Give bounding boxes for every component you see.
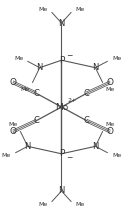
Text: Me: Me xyxy=(76,7,85,12)
Text: C: C xyxy=(84,116,90,125)
Text: Me: Me xyxy=(112,153,121,158)
Text: N: N xyxy=(58,186,65,195)
Text: C: C xyxy=(33,89,39,98)
Text: N: N xyxy=(24,142,31,151)
Text: P: P xyxy=(59,149,64,158)
Text: Me: Me xyxy=(76,202,85,207)
Text: O: O xyxy=(106,78,113,87)
Text: −: − xyxy=(66,52,73,61)
Text: P: P xyxy=(59,56,64,65)
Text: N: N xyxy=(58,19,65,28)
Text: C: C xyxy=(84,89,90,98)
Text: 2+: 2+ xyxy=(67,98,76,103)
Text: −: − xyxy=(66,153,73,162)
Text: Me: Me xyxy=(14,56,23,61)
Text: C: C xyxy=(33,116,39,125)
Text: Me: Me xyxy=(2,153,11,158)
Text: Mo: Mo xyxy=(55,103,68,111)
Text: Me: Me xyxy=(38,202,47,207)
Text: Me: Me xyxy=(105,88,115,92)
Text: N: N xyxy=(37,63,43,72)
Text: Me: Me xyxy=(8,122,18,126)
Text: Me: Me xyxy=(38,7,47,12)
Text: Me: Me xyxy=(21,88,30,92)
Text: O: O xyxy=(106,127,113,136)
Text: Me: Me xyxy=(105,122,115,126)
Text: Me: Me xyxy=(112,56,121,61)
Text: O: O xyxy=(10,127,17,136)
Text: N: N xyxy=(92,63,99,72)
Text: O: O xyxy=(10,78,17,87)
Text: N: N xyxy=(92,142,99,151)
